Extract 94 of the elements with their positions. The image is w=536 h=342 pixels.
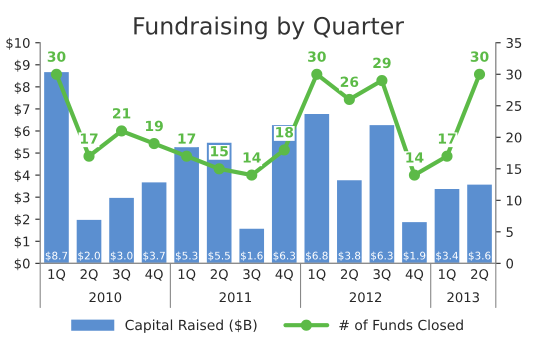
x-tick-label: 1Q bbox=[178, 269, 196, 281]
data-label: $3.8 bbox=[338, 251, 360, 261]
data-label: 19 bbox=[146, 120, 163, 132]
x-tick-label: 3Q bbox=[374, 269, 391, 281]
y-tick-label: $5 bbox=[14, 148, 30, 160]
x-tick-label: 2Q bbox=[80, 269, 98, 281]
y2-tick-label: 5 bbox=[506, 227, 513, 238]
data-label: $5.3 bbox=[176, 251, 198, 261]
data-label: 14 bbox=[244, 152, 261, 162]
data-label: 17 bbox=[80, 133, 98, 144]
chart-title: Fundraising by Quarter bbox=[134, 16, 404, 40]
y2-tick-label: 25 bbox=[506, 100, 522, 111]
text: 2011 bbox=[220, 292, 252, 302]
legend-label: Capital Raised ($B) bbox=[125, 319, 257, 333]
x-tick-label: 1Q bbox=[48, 269, 66, 281]
data-label: 18 bbox=[276, 126, 294, 138]
x-tick-label: 4Q bbox=[406, 269, 424, 281]
data-label: 17 bbox=[438, 133, 456, 144]
point bbox=[50, 68, 62, 80]
bar bbox=[140, 181, 168, 264]
x-tick-label: 2Q bbox=[340, 269, 358, 281]
point bbox=[181, 150, 192, 162]
bar bbox=[466, 183, 494, 264]
data-label: 30 bbox=[48, 51, 66, 62]
point bbox=[408, 170, 420, 181]
point bbox=[474, 68, 486, 80]
point bbox=[214, 163, 225, 174]
data-label: 14 bbox=[406, 152, 424, 162]
bar bbox=[75, 218, 103, 264]
x-tick-label: 2Q bbox=[471, 269, 488, 281]
y2-tick-label: 35 bbox=[506, 38, 522, 48]
data-label: $5.5 bbox=[208, 251, 230, 261]
x-tick-label: 4Q bbox=[276, 269, 293, 281]
y2-tick-label: 0 bbox=[506, 258, 514, 269]
data-label: 17 bbox=[178, 133, 196, 144]
point bbox=[376, 75, 388, 86]
data-label: $1.6 bbox=[240, 251, 263, 261]
x-tick-label: 2Q bbox=[210, 269, 228, 281]
text: 2010 bbox=[89, 292, 122, 302]
point bbox=[83, 150, 95, 162]
text: 2012 bbox=[350, 292, 382, 302]
data-label: $3.7 bbox=[143, 251, 165, 261]
y-tick-label: $7 bbox=[14, 104, 30, 116]
bar bbox=[336, 178, 364, 264]
legend-label: # of Funds Closed bbox=[339, 319, 463, 330]
y2-tick-label: 20 bbox=[506, 132, 522, 142]
y-tick-label: $6 bbox=[14, 126, 30, 138]
data-label: $1.9 bbox=[404, 251, 426, 261]
data-label: 26 bbox=[340, 76, 358, 88]
data-label: 21 bbox=[112, 108, 130, 118]
bar bbox=[400, 220, 428, 264]
point bbox=[116, 125, 128, 137]
data-label: $3.0 bbox=[110, 251, 132, 261]
y-tick-label: $10 bbox=[6, 38, 30, 50]
y-tick-label: $2 bbox=[14, 214, 30, 226]
y2-tick-label: 30 bbox=[506, 69, 522, 80]
bar bbox=[270, 124, 298, 264]
y-tick-label: $3 bbox=[14, 192, 30, 204]
y2-tick-label: 15 bbox=[506, 164, 522, 174]
bar bbox=[303, 112, 331, 264]
data-label: 30 bbox=[470, 51, 489, 62]
y2-tick-label: 10 bbox=[506, 196, 522, 206]
data-label: $8.7 bbox=[46, 251, 68, 261]
x-tick-label: 4Q bbox=[145, 269, 163, 281]
data-label: $6.8 bbox=[306, 251, 328, 261]
point bbox=[441, 150, 453, 162]
y-tick-label: $9 bbox=[14, 60, 30, 72]
x-tick-label: 3Q bbox=[113, 269, 130, 281]
x-tick-label: 1Q bbox=[308, 269, 326, 281]
data-label: 29 bbox=[373, 58, 391, 68]
point bbox=[246, 170, 258, 181]
x-tick-label: 3Q bbox=[243, 269, 260, 281]
bar bbox=[368, 124, 396, 264]
bar bbox=[42, 70, 70, 264]
data-label: $3.4 bbox=[436, 251, 458, 261]
point bbox=[278, 144, 290, 156]
y-tick-label: $8 bbox=[14, 82, 30, 94]
bar bbox=[238, 227, 266, 264]
data-label: $3.6 bbox=[468, 251, 490, 261]
text: 2013 bbox=[447, 292, 479, 302]
data-label: 15 bbox=[211, 146, 228, 156]
data-label: $2.0 bbox=[78, 251, 100, 261]
data-label: 30 bbox=[308, 51, 326, 62]
point bbox=[311, 68, 322, 80]
data-label: $6.3 bbox=[274, 251, 296, 261]
data-label: $6.3 bbox=[371, 251, 393, 261]
bar bbox=[433, 188, 461, 264]
point bbox=[344, 94, 355, 106]
x-tick-label: 1Q bbox=[439, 269, 456, 281]
y-tick-label: $0 bbox=[14, 258, 30, 270]
y-tick-label: $4 bbox=[14, 170, 30, 182]
y-tick-label: $1 bbox=[14, 236, 30, 248]
point bbox=[148, 138, 160, 150]
bar bbox=[108, 196, 136, 264]
